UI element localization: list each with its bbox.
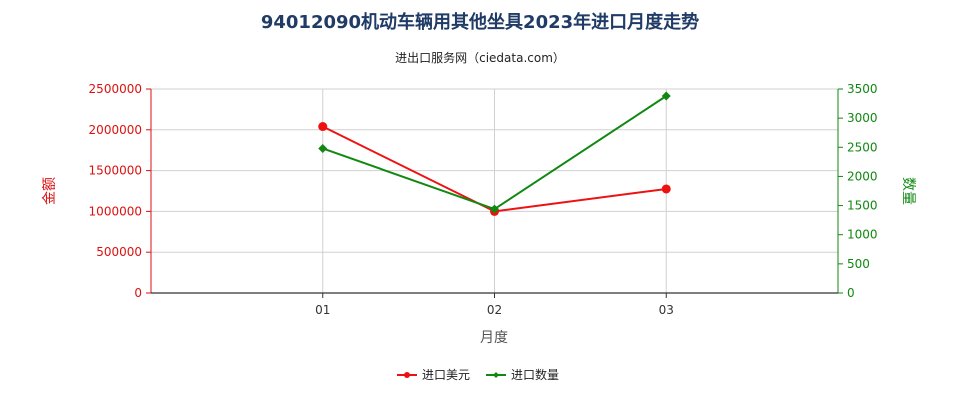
x-axis-label: 月度 [480, 330, 508, 346]
data-point [318, 122, 328, 132]
x-tick-label: 02 [487, 303, 502, 317]
data-point [318, 143, 328, 153]
grid [151, 88, 838, 293]
x-tick-label: 03 [659, 303, 674, 317]
left-tick-label: 2000000 [89, 123, 142, 137]
right-axis-label: 数量 [900, 177, 916, 205]
right-tick-label: 1500 [847, 199, 878, 213]
data-point [661, 184, 671, 194]
left-tick-label: 1000000 [89, 204, 142, 218]
legend-marker [404, 372, 410, 378]
tick-labels: 0 500000 1000000 1500000 2000000 2500000 0 500 1… [89, 82, 878, 317]
legend: 进口美元 进口数量 [397, 367, 559, 382]
series [318, 91, 671, 216]
legend-item-label: 进口美元 [422, 368, 470, 382]
chart-subtitle: 进出口服务网（ciedata.com） [395, 50, 565, 65]
left-tick-label: 2500000 [89, 82, 142, 96]
x-tick-label: 01 [315, 303, 330, 317]
data-point [661, 91, 671, 101]
right-tick-label: 2500 [847, 140, 878, 154]
right-tick-label: 2000 [847, 169, 878, 183]
left-axis-label: 金额 [42, 177, 58, 205]
right-tick-label: 3000 [847, 111, 878, 125]
left-tick-label: 1500000 [89, 164, 142, 178]
right-tick-label: 1000 [847, 228, 878, 242]
legend-item-label: 进口数量 [511, 367, 559, 382]
right-tick-label: 500 [847, 257, 870, 271]
left-tick-label: 0 [134, 286, 142, 300]
left-tick-label: 500000 [96, 245, 142, 259]
legend-marker [493, 372, 499, 378]
axes [146, 88, 843, 298]
right-tick-label: 0 [847, 286, 855, 300]
right-tick-label: 3500 [847, 82, 878, 96]
data-point [490, 204, 499, 214]
chart-title: 94012090机动车辆用其他坐具2023年进口月度走势 [261, 11, 699, 33]
